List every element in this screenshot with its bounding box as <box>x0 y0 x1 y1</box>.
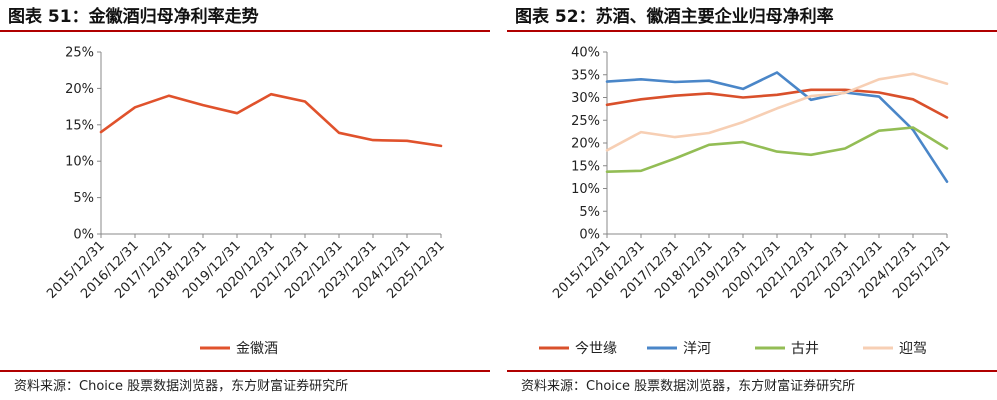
legend-label: 迎驾 <box>899 341 927 357</box>
source-rule <box>507 370 997 372</box>
series-line-1 <box>605 71 949 183</box>
chart-panel-left: 图表 51：金徽酒归母净利率走势 0% 5% 10% 15% 20% 25% 2015/12… <box>0 0 490 400</box>
y-tick-label: 25% <box>571 114 600 129</box>
legend-label: 金徽酒 <box>236 341 278 357</box>
y-tick-label: 20% <box>571 137 600 152</box>
y-tick-label: 30% <box>571 91 600 106</box>
series-line-0 <box>605 88 949 119</box>
y-tick-label: 15% <box>65 118 94 133</box>
legend-item: 金徽酒 <box>200 341 278 357</box>
source-note: 资料来源：Choice 股票数据浏览器，东方财富证券研究所 <box>521 379 856 394</box>
title-rule <box>507 30 997 32</box>
y-tick-label: 0% <box>73 228 94 243</box>
series-line-3 <box>605 72 949 152</box>
series-line-0 <box>99 92 443 148</box>
legend-item: 今世缘 <box>539 341 617 357</box>
line-chart-svg: 0%5%10%15%20%25%30%35%40%2015/12/312016/… <box>539 46 954 357</box>
y-tick-label: 5% <box>73 191 94 206</box>
legend-label: 古井 <box>791 341 819 357</box>
y-tick-label: 10% <box>571 182 600 197</box>
y-tick-label: 40% <box>571 46 600 61</box>
chart-panel-right: 图表 52：苏酒、徽酒主要企业归母净利率 0% 5% 10% 15% 20% 25% 30%… <box>507 0 997 400</box>
y-tick-label: 0% <box>579 228 600 243</box>
y-tick-label: 25% <box>65 46 94 61</box>
figure-title: 图表 51：金徽酒归母净利率走势 <box>8 7 259 27</box>
line-chart-svg: 0%5%10%15%20%25%2015/12/312016/12/312017… <box>44 46 448 358</box>
y-tick-label: 35% <box>571 68 600 83</box>
source-note: 资料来源：Choice 股票数据浏览器，东方财富证券研究所 <box>14 379 349 394</box>
legend-label: 今世缘 <box>575 341 617 357</box>
legend-label: 洋河 <box>683 341 711 357</box>
title-rule <box>0 30 490 32</box>
y-tick-label: 15% <box>571 159 600 174</box>
figure-title: 图表 52：苏酒、徽酒主要企业归母净利率 <box>515 7 834 27</box>
y-tick-label: 10% <box>65 155 94 170</box>
legend-item: 迎驾 <box>863 341 927 357</box>
y-tick-label: 5% <box>579 205 600 220</box>
legend-item: 洋河 <box>647 341 711 357</box>
y-tick-label: 20% <box>65 82 94 97</box>
source-rule <box>0 370 490 372</box>
legend-item: 古井 <box>755 341 819 357</box>
series-line-2 <box>605 126 949 173</box>
